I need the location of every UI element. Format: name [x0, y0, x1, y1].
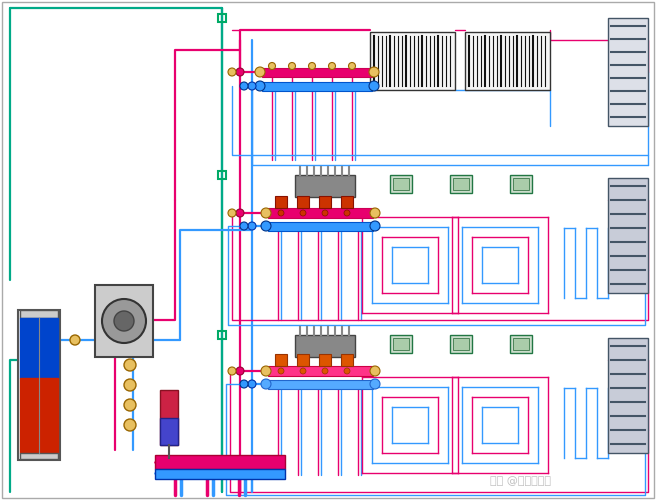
- Bar: [295, 175, 355, 197]
- Circle shape: [248, 222, 256, 230]
- Circle shape: [228, 209, 236, 217]
- Circle shape: [370, 208, 380, 218]
- Circle shape: [344, 368, 350, 374]
- Bar: [218, 171, 226, 179]
- Bar: [155, 469, 285, 479]
- Circle shape: [261, 379, 271, 389]
- Circle shape: [268, 62, 276, 70]
- Circle shape: [300, 210, 306, 216]
- Circle shape: [255, 81, 265, 91]
- Text: 知乎 @鸟叔说人话: 知乎 @鸟叔说人话: [490, 476, 551, 486]
- Bar: [513, 338, 529, 350]
- Bar: [319, 354, 331, 366]
- Bar: [160, 418, 178, 445]
- Circle shape: [236, 68, 244, 76]
- Bar: [275, 196, 287, 208]
- Circle shape: [236, 209, 244, 217]
- Circle shape: [289, 62, 295, 70]
- Circle shape: [70, 335, 80, 345]
- Circle shape: [369, 81, 379, 91]
- Bar: [262, 82, 372, 91]
- Circle shape: [261, 366, 271, 376]
- Circle shape: [124, 419, 136, 431]
- Circle shape: [308, 62, 316, 70]
- Bar: [262, 68, 372, 77]
- Circle shape: [240, 82, 248, 90]
- Circle shape: [124, 379, 136, 391]
- Circle shape: [228, 367, 236, 375]
- Bar: [341, 354, 353, 366]
- Circle shape: [114, 311, 134, 331]
- Bar: [513, 178, 529, 190]
- Circle shape: [344, 210, 350, 216]
- Bar: [275, 354, 287, 366]
- Circle shape: [248, 82, 256, 90]
- Bar: [393, 178, 409, 190]
- Circle shape: [369, 67, 379, 77]
- Circle shape: [261, 208, 271, 218]
- Circle shape: [102, 299, 146, 343]
- Bar: [268, 380, 373, 389]
- Circle shape: [348, 62, 356, 70]
- Bar: [295, 335, 355, 357]
- Bar: [608, 178, 648, 293]
- Bar: [18, 310, 60, 460]
- Bar: [20, 378, 58, 453]
- Circle shape: [228, 68, 236, 76]
- Bar: [465, 32, 550, 90]
- Circle shape: [248, 380, 256, 388]
- Bar: [95, 285, 153, 357]
- Circle shape: [255, 67, 265, 77]
- Bar: [510, 175, 532, 193]
- Circle shape: [322, 210, 328, 216]
- Bar: [20, 453, 58, 459]
- Bar: [268, 208, 373, 218]
- Circle shape: [240, 222, 248, 230]
- Bar: [453, 338, 469, 350]
- Circle shape: [370, 379, 380, 389]
- Bar: [218, 331, 226, 339]
- Circle shape: [240, 380, 248, 388]
- Circle shape: [370, 221, 380, 231]
- Bar: [319, 196, 331, 208]
- Circle shape: [236, 367, 244, 375]
- Bar: [450, 175, 472, 193]
- Bar: [393, 338, 409, 350]
- Bar: [390, 335, 412, 353]
- Circle shape: [329, 62, 335, 70]
- Bar: [218, 14, 226, 22]
- Bar: [297, 354, 309, 366]
- Circle shape: [370, 366, 380, 376]
- Bar: [268, 222, 373, 231]
- Bar: [453, 178, 469, 190]
- Bar: [268, 366, 373, 376]
- Bar: [341, 196, 353, 208]
- Bar: [370, 32, 455, 90]
- Circle shape: [278, 210, 284, 216]
- Circle shape: [124, 359, 136, 371]
- Circle shape: [300, 368, 306, 374]
- Bar: [390, 175, 412, 193]
- Bar: [608, 18, 648, 126]
- Bar: [160, 390, 178, 445]
- Bar: [297, 196, 309, 208]
- Circle shape: [261, 221, 271, 231]
- Bar: [608, 338, 648, 453]
- Circle shape: [322, 368, 328, 374]
- Circle shape: [124, 399, 136, 411]
- Bar: [20, 310, 58, 318]
- Circle shape: [278, 368, 284, 374]
- Bar: [450, 335, 472, 353]
- Bar: [20, 318, 58, 378]
- Bar: [155, 455, 285, 469]
- Bar: [510, 335, 532, 353]
